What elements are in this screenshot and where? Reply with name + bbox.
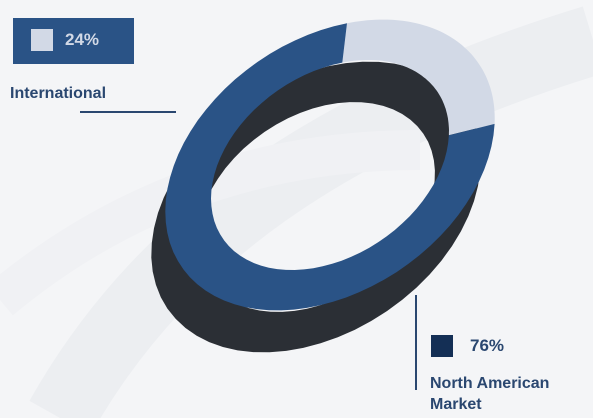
international-legend-swatch (31, 29, 53, 51)
international-callout-box: 24% (13, 18, 134, 64)
international-category-label: International (10, 85, 107, 102)
donut-slice-north-american-market (165, 23, 495, 311)
north-american-leader-line (415, 295, 417, 390)
international-percent-label: 24% (65, 30, 100, 49)
north-american-percent-label: 76% (470, 336, 505, 355)
donut-side-wall (151, 61, 481, 353)
international-leader-line (80, 111, 176, 113)
donut-side-wall-shape (151, 61, 481, 353)
north-american-category-label: North American Market (430, 375, 550, 413)
donut-slices (165, 19, 495, 311)
donut-slice-international (342, 19, 495, 136)
north-american-legend-swatch (431, 335, 453, 357)
